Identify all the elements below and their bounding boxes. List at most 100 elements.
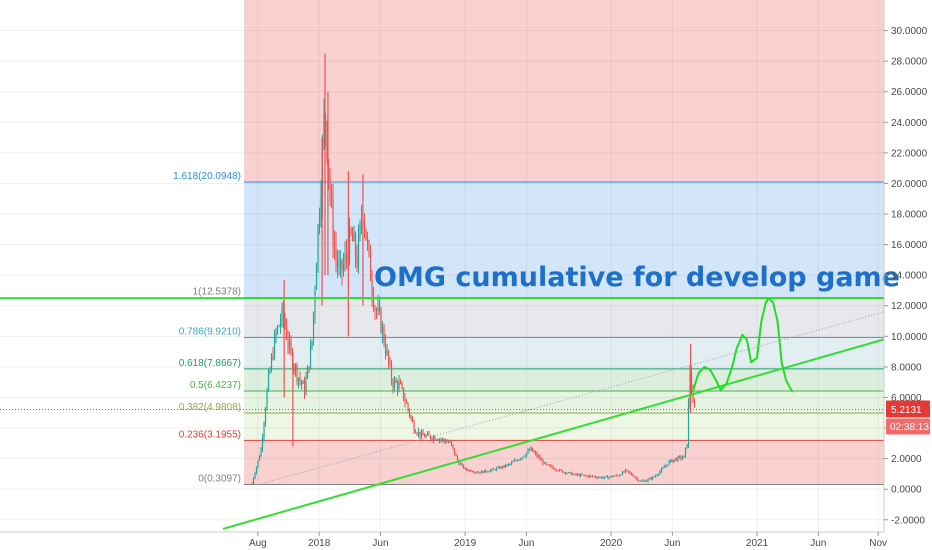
candle-body	[503, 465, 505, 468]
candle-body	[557, 470, 559, 472]
price-badge-label: 5.2131	[891, 405, 922, 416]
candle-body	[654, 475, 657, 477]
candle-body	[617, 475, 619, 477]
candle-body	[476, 472, 478, 473]
y-tick-label: 30.0000	[891, 26, 928, 37]
candle-body	[602, 477, 604, 479]
candle-body	[308, 366, 310, 369]
candle-body	[582, 474, 585, 476]
candle-body	[279, 321, 282, 326]
y-tick-label: 6.0000	[891, 393, 922, 404]
candle-body	[548, 464, 550, 466]
candle-body	[251, 483, 253, 484]
candle-body	[398, 381, 400, 389]
candle-body	[596, 477, 598, 479]
y-tick-label: 20.0000	[891, 179, 928, 190]
candle-body	[618, 475, 621, 477]
candle-body	[284, 317, 286, 327]
y-tick-label: 16.0000	[891, 240, 928, 251]
candle-body	[516, 460, 519, 462]
price-candles	[251, 53, 696, 484]
candle-body	[261, 437, 264, 449]
candle-body	[353, 234, 355, 242]
candle-body	[474, 472, 477, 473]
candle-body	[626, 469, 628, 471]
candle-body	[668, 461, 670, 465]
candle-body	[408, 409, 411, 416]
candle-body	[660, 468, 663, 472]
candle-body	[653, 476, 655, 478]
candle-body	[377, 306, 379, 311]
candle-body	[327, 159, 330, 177]
y-tick-label: 28.0000	[891, 57, 928, 68]
candle-body	[674, 458, 676, 460]
candle-body	[590, 475, 592, 477]
candle-body	[659, 471, 661, 474]
candle-body	[623, 471, 625, 473]
candle-body	[371, 280, 373, 295]
y-tick-label: 0.0000	[891, 485, 922, 496]
candle-body	[318, 217, 321, 226]
candle-body	[309, 346, 312, 369]
candle-body	[441, 438, 444, 440]
candle-body	[276, 326, 279, 333]
candle-body	[258, 456, 261, 461]
candle-body	[686, 444, 688, 449]
zone-0.236	[244, 440, 884, 485]
candle-body	[656, 475, 658, 476]
candle-body	[630, 473, 633, 475]
candle-body	[447, 442, 450, 443]
y-tick-label: 12.0000	[891, 301, 928, 312]
candle-body	[635, 477, 637, 478]
candle-body	[459, 463, 462, 465]
candle-body	[657, 473, 660, 476]
candle-body	[254, 473, 256, 479]
candle-body	[369, 250, 372, 281]
candle-body	[311, 341, 313, 347]
candle-body	[489, 469, 492, 472]
candle-body	[482, 471, 484, 473]
candle-body	[278, 325, 280, 327]
x-tick-label: Jun	[372, 538, 388, 549]
fib-zones	[244, 0, 884, 485]
candle-body	[650, 478, 652, 480]
candle-body	[332, 199, 334, 246]
candle-body	[549, 465, 552, 467]
x-tick-label: 2018	[308, 538, 331, 549]
candle-body	[255, 466, 258, 474]
candle-body	[600, 477, 603, 479]
candle-body	[612, 476, 615, 478]
candle-body	[603, 476, 606, 478]
candle-body	[599, 477, 601, 478]
candle-body	[432, 436, 435, 440]
fib-label-0.382: 0.382(4.9808)	[179, 402, 241, 413]
candle-body	[374, 307, 376, 311]
price-badge	[886, 400, 930, 418]
candle-body	[269, 369, 271, 373]
candle-body	[591, 475, 594, 477]
candle-body	[282, 305, 285, 318]
candle-body	[525, 452, 528, 456]
candle-body	[303, 381, 306, 394]
candle-body	[372, 294, 375, 308]
candle-body	[563, 472, 565, 473]
candle-body	[365, 228, 367, 240]
candle-body	[690, 372, 693, 391]
candle-body	[273, 334, 276, 359]
candle-body	[497, 466, 499, 468]
candle-body	[368, 241, 370, 251]
candle-body	[620, 474, 622, 476]
x-tick-label: Jun	[810, 538, 826, 549]
countdown-badge-label: 02:38:13	[890, 422, 929, 433]
candle-body	[461, 463, 463, 465]
candle-body	[386, 350, 388, 354]
candle-body	[651, 476, 654, 480]
candle-body	[494, 469, 496, 471]
y-tick-label: 18.0000	[891, 210, 928, 221]
candle-body	[456, 456, 459, 461]
y-tick-label: 10.0000	[891, 332, 928, 343]
zone-1.618	[244, 181, 884, 298]
candle-body	[639, 481, 642, 482]
candle-body	[585, 475, 588, 477]
